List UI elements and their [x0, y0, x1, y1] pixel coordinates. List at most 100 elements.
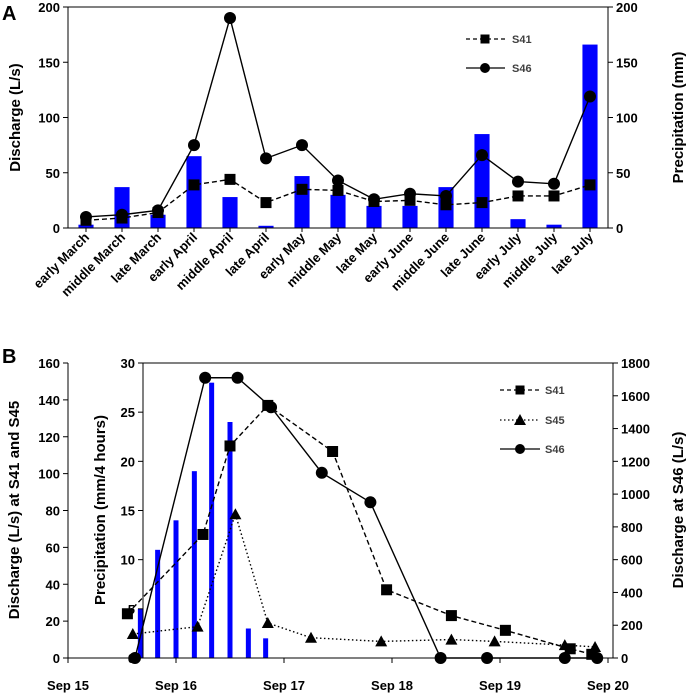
b-s46-point — [558, 652, 571, 664]
b-right-tick-label: 600 — [621, 553, 643, 568]
legend-a-s41: S41 — [466, 34, 532, 46]
b-precip-bar — [137, 608, 143, 658]
panel-b-legend: S41 S45 S46 — [500, 385, 565, 456]
b-s41-point — [121, 608, 133, 620]
panel-b-label: B — [2, 346, 16, 368]
a-s46-point — [260, 152, 272, 165]
a-s46-point — [512, 175, 524, 188]
b-s46-point — [128, 652, 141, 664]
b-precip-bar — [155, 549, 161, 658]
legend-b-s46: S46 — [500, 444, 565, 456]
b-series-s45-line — [132, 511, 596, 648]
b-precip-bar — [173, 520, 179, 658]
b-right-tick-label: 200 — [621, 618, 643, 633]
b-left-tick-label: 20 — [46, 614, 60, 629]
b-s45-point — [589, 640, 602, 652]
legend-b-s46-marker — [515, 444, 525, 454]
a-s46-point — [224, 12, 236, 25]
b-precip-bar — [227, 422, 233, 658]
b-right-tick-label: 1000 — [621, 487, 650, 502]
panel-b: B 0 20 40 60 80 100 120 140 160 0 5 10 15 20 25 30 0 20… — [2, 346, 687, 693]
b-s45-point — [305, 631, 317, 643]
b-series-s41-line — [126, 404, 592, 655]
a-left-tick-label: 150 — [38, 55, 60, 70]
b-precip-bar — [191, 471, 197, 658]
panel-a-right-ticks: 0 50 100 150 200 — [608, 0, 638, 236]
b-s46-point — [315, 466, 328, 479]
panel-a: A 0 50 100 150 200 0 50 100 150 200 early Marchm… — [2, 0, 687, 299]
b-s41-point — [564, 643, 576, 655]
panel-a-legend: S41 S46 — [466, 34, 532, 75]
b-x-tick-label: Sep 15 — [47, 678, 89, 693]
b-right-tick-label: 800 — [621, 520, 643, 535]
a-right-tick-label: 50 — [616, 166, 630, 181]
b-s46-point — [591, 652, 604, 664]
a-s46-point — [152, 204, 164, 217]
b-right-tick-label: 1400 — [621, 422, 650, 437]
a-left-tick-label: 50 — [46, 166, 60, 181]
panel-b-x-ticks: Sep 15 Sep 16 Sep 17 Sep 18 Sep 19 Sep 20 — [47, 658, 629, 693]
b-s45-point — [126, 628, 139, 640]
b-s46-point — [265, 401, 278, 414]
b-s45-point — [261, 616, 274, 628]
b-right-tick-label: 1800 — [621, 356, 650, 371]
b-right-tick-label: 1200 — [621, 454, 650, 469]
b-s45-point — [229, 508, 242, 520]
legend-a-s41-label: S41 — [512, 34, 532, 46]
b-s41-point — [327, 446, 339, 457]
b-x-tick-label: Sep 20 — [587, 678, 629, 693]
legend-b-s45-label: S45 — [545, 415, 565, 427]
a-right-tick-label: 0 — [616, 221, 623, 236]
b-s45-point — [488, 635, 501, 647]
b-s46-point — [364, 496, 377, 509]
b-s41-point — [224, 440, 236, 452]
a-precip-bar — [186, 156, 202, 228]
b-s46-point — [434, 652, 447, 664]
a-precip-bar — [330, 194, 346, 228]
a-s46-point — [476, 149, 488, 162]
b-precip-bar — [263, 638, 269, 658]
a-s46-point — [80, 210, 92, 223]
a-right-tick-label: 100 — [616, 111, 638, 126]
a-s41-point — [548, 190, 560, 202]
panel-b-left-ticks: 0 20 40 60 80 100 120 140 160 — [38, 356, 68, 666]
a-s41-point — [584, 179, 596, 191]
b-left-tick-label: 140 — [38, 393, 60, 408]
b-series-s46-line — [134, 377, 598, 659]
a-left-tick-label: 0 — [53, 221, 60, 236]
a-precip-bar — [474, 134, 490, 228]
b-inner-tick-label: 5 — [128, 602, 135, 617]
a-precip-bar — [402, 205, 418, 228]
b-inner-tick-label: 15 — [121, 504, 135, 519]
a-s41-point — [296, 183, 308, 195]
b-precip-bar — [245, 628, 251, 658]
b-s45-point — [191, 620, 204, 632]
legend-b-s45-marker — [514, 414, 526, 425]
panel-b-inner-ticks: 0 5 10 15 20 25 30 — [121, 356, 143, 666]
b-right-tick-label: 1600 — [621, 389, 650, 404]
a-precip-bar — [258, 225, 274, 228]
b-left-tick-label: 100 — [38, 467, 60, 482]
b-left-tick-label: 120 — [38, 430, 60, 445]
panel-a-ylabel-right: Precipitation (mm) — [670, 52, 687, 184]
a-precip-bar — [150, 214, 166, 228]
panel-b-ylabel-inner: Precipitation (mm/4 hours) — [92, 415, 109, 605]
b-s41-point — [499, 624, 511, 636]
panel-a-series — [80, 12, 596, 226]
b-left-tick-label: 160 — [38, 356, 60, 371]
b-inner-tick-label: 25 — [121, 405, 135, 420]
b-s46-point — [199, 371, 212, 384]
a-precip-bar — [546, 224, 562, 228]
legend-b-s41: S41 — [500, 385, 565, 397]
panel-a-ylabel: Discharge (L/s) — [7, 63, 24, 171]
a-s41-point — [332, 184, 344, 196]
legend-a-s41-marker — [480, 34, 490, 44]
a-s46-point — [332, 174, 344, 187]
b-left-tick-label: 80 — [46, 504, 60, 519]
b-s46-point — [481, 652, 494, 664]
a-precip-bar — [510, 219, 526, 228]
b-right-tick-label: 400 — [621, 585, 643, 600]
b-x-tick-label: Sep 19 — [479, 678, 521, 693]
b-inner-tick-label: 20 — [121, 454, 135, 469]
